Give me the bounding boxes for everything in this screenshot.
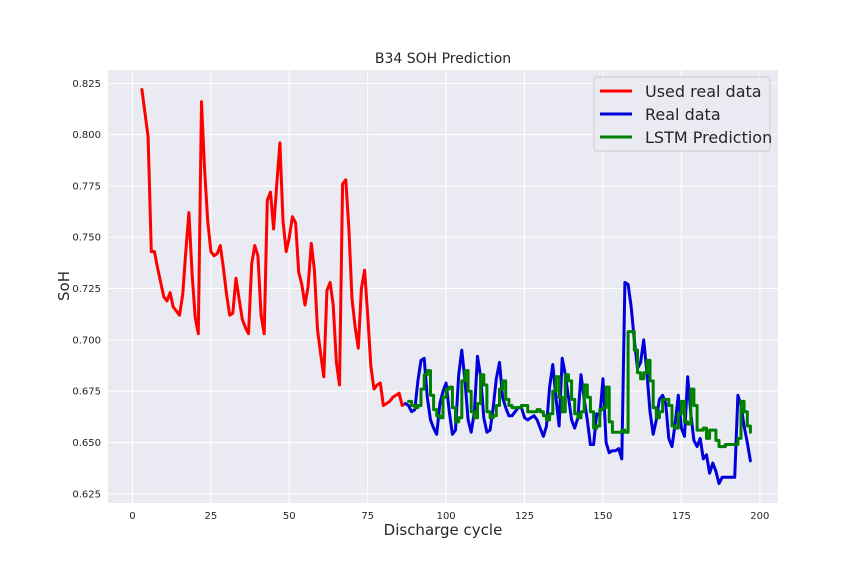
lstm-prediction-line (407, 330, 752, 449)
y-tick-labels: 0.625 0.650 0.675 0.700 0.725 0.750 0.775 0.800… (72, 79, 101, 500)
legend-box (593, 76, 771, 152)
x-axis-label: Discharge cycle (384, 521, 503, 539)
x-tick-label: 0 (129, 511, 135, 522)
y-tick-label: 0.625 (72, 489, 101, 500)
x-tick-label: 75 (361, 511, 374, 522)
x-tick-labels: 0 25 50 75 100 125 150 175 200 (129, 511, 769, 522)
y-tick-label: 0.750 (72, 233, 101, 244)
y-tick-label: 0.800 (72, 130, 101, 141)
x-tick-label: 125 (515, 511, 534, 522)
legend-item-used-real-data-label: Used real data (645, 82, 762, 101)
y-tick-label: 0.700 (72, 335, 101, 346)
x-tick-label: 100 (437, 511, 456, 522)
series-lines (140, 88, 752, 485)
x-tick-label: 50 (283, 511, 296, 522)
x-tick-label: 200 (750, 511, 769, 522)
legend-item-real-data-label: Real data (645, 105, 721, 124)
y-axis-label: SoH (55, 271, 73, 301)
x-tick-label: 150 (593, 511, 612, 522)
legend-item-lstm-prediction-label: LSTM Prediction (645, 128, 772, 147)
y-tick-label: 0.775 (72, 181, 101, 192)
y-tick-label: 0.650 (72, 438, 101, 449)
y-tick-label: 0.825 (72, 79, 101, 90)
y-tick-label: 0.675 (72, 387, 101, 398)
y-tick-label: 0.725 (72, 284, 101, 295)
chart-title: B34 SOH Prediction (375, 51, 511, 67)
legend: Used real data Real data LSTM Prediction (593, 76, 772, 152)
x-tick-label: 175 (672, 511, 691, 522)
x-tick-label: 25 (205, 511, 218, 522)
used-real-data-line (140, 88, 407, 407)
